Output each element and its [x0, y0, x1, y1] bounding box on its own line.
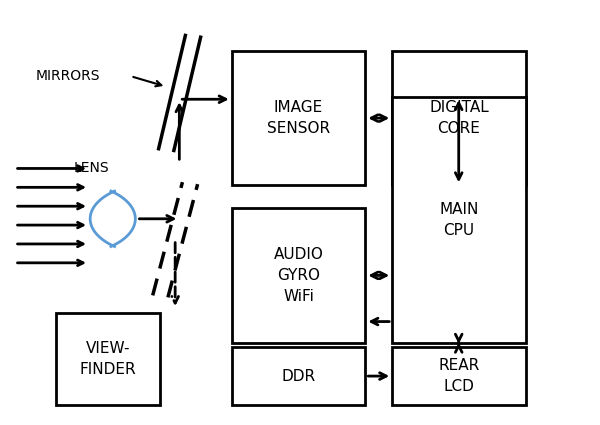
Bar [232, 51, 365, 185]
Bar [392, 347, 526, 405]
Text: DIGITAL
CORE: DIGITAL CORE [429, 100, 489, 136]
Text: DDR: DDR [281, 368, 316, 384]
Bar [232, 208, 365, 343]
Text: LENS: LENS [74, 162, 110, 176]
Bar [392, 97, 526, 343]
Bar [232, 347, 365, 405]
Text: MIRRORS: MIRRORS [35, 69, 100, 83]
Bar [56, 313, 160, 405]
Bar [392, 51, 526, 185]
Text: MAIN
CPU: MAIN CPU [439, 202, 479, 238]
Text: IMAGE
SENSOR: IMAGE SENSOR [267, 100, 330, 136]
Text: VIEW-
FINDER: VIEW- FINDER [80, 341, 137, 377]
Text: AUDIO
GYRO
WiFi: AUDIO GYRO WiFi [274, 247, 323, 304]
Text: REAR
LCD: REAR LCD [439, 358, 479, 394]
